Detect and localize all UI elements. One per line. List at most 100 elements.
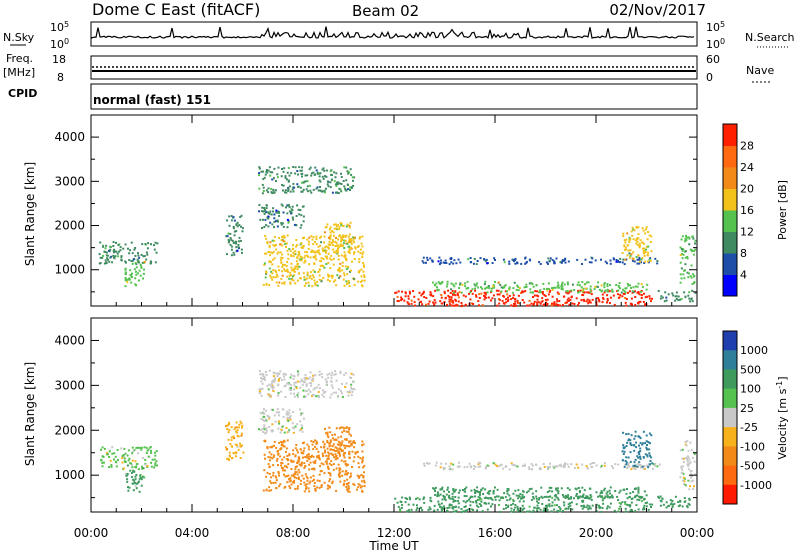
colorbar-tick-label: 16 — [740, 204, 754, 217]
data-region — [679, 234, 697, 285]
nsky-trace — [91, 26, 695, 40]
colorbar-swatch — [723, 274, 737, 297]
data-region — [224, 420, 245, 461]
data-region — [124, 464, 146, 493]
x-tick-label: 00:00 — [680, 526, 715, 540]
data-region — [657, 495, 691, 509]
y-tick-label: 4000 — [54, 130, 85, 144]
y-tick-label: 2000 — [54, 219, 85, 233]
data-region — [621, 226, 653, 263]
colorbar-tick-label: -1000 — [740, 479, 772, 492]
colorbar-swatch — [723, 253, 737, 275]
nsky-label: N.Sky — [3, 31, 35, 44]
data-region — [423, 461, 661, 471]
colorbar-frame — [722, 330, 738, 505]
y-tick-label: 3000 — [54, 174, 85, 188]
freq-label-line2: [MHz] — [3, 66, 35, 79]
data-region — [258, 408, 305, 435]
data-region — [323, 221, 353, 254]
velocity-panel: 1000 2000 3000 4000 00:00 04:00 08:00 12:00 16:0… — [54, 317, 715, 540]
data-region — [432, 486, 648, 500]
x-tick-label: 00:00 — [74, 526, 109, 540]
colorbar-swatch — [723, 407, 737, 428]
colorbar-tick-label: 25 — [740, 402, 754, 415]
station-title: Dome C East (fitACF) — [92, 0, 260, 19]
data-region — [657, 289, 697, 303]
x-tick-label: 04:00 — [175, 526, 210, 540]
nsky-tick-top: 105 — [50, 20, 69, 34]
power-ylabel: Slant Range [km] — [23, 162, 37, 266]
colorbar-swatch — [723, 446, 737, 467]
x-tick-label: 20:00 — [579, 526, 614, 540]
colorbar-swatch — [723, 369, 737, 390]
panel-frame — [90, 317, 698, 513]
beam-title: Beam 02 — [352, 2, 419, 20]
freq-label-line1: Freq. — [6, 52, 33, 65]
velocity-ylabel: Slant Range [km] — [23, 362, 37, 466]
data-region — [124, 261, 146, 288]
nsearch-label: N.Search — [745, 31, 795, 44]
nave-label: Nave — [746, 64, 774, 77]
x-tick-label: 12:00 — [377, 526, 412, 540]
data-region — [258, 166, 356, 195]
cpid-panel — [90, 83, 698, 110]
colorbar-tick-label: 500 — [740, 363, 761, 376]
colorbar-swatch — [723, 145, 737, 168]
velocity-colorbar: 1000 500 100 25 -25 -100 -500 -1000 — [722, 330, 772, 505]
colorbar-tick-label: 4 — [740, 269, 747, 282]
colorbar-swatch — [723, 167, 737, 189]
data-region — [225, 214, 244, 257]
data-region — [258, 369, 356, 399]
colorbar-tick-label: 28 — [740, 140, 754, 153]
data-region — [621, 430, 654, 469]
cpid-value: normal (fast) 151 — [93, 93, 211, 107]
nsky-line — [91, 26, 695, 40]
data-regions — [98, 166, 697, 308]
power-colorbar: 4 8 12 16 20 24 28 — [722, 123, 754, 297]
y-tick-label: 1000 — [54, 468, 85, 482]
colorbar-tick-label: 8 — [740, 247, 747, 260]
nsky-tick-bottom: 100 — [50, 37, 69, 51]
colorbar-swatch — [723, 331, 737, 351]
data-region — [323, 426, 353, 460]
data-regions — [100, 369, 696, 514]
colorbar-swatch — [723, 427, 737, 447]
y-tick-label: 4000 — [54, 333, 85, 347]
data-region — [421, 256, 659, 266]
colorbar-swatch — [723, 188, 737, 211]
nave-tick-top: 60 — [706, 53, 720, 66]
panel-frame — [90, 114, 698, 307]
power-panel: 1000 2000 3000 4000 — [54, 114, 698, 308]
x-tick-label: 16:00 — [478, 526, 513, 540]
x-axis-label: Time UT — [368, 539, 419, 553]
colorbar-tick-label: -100 — [740, 440, 765, 453]
colorbar-swatch — [723, 124, 737, 146]
colorbar-swatch — [723, 484, 737, 505]
y-tick-label: 3000 — [54, 378, 85, 392]
colorbar-tick-label: 20 — [740, 183, 754, 196]
nsky-panel — [90, 21, 698, 47]
freq-tick-top: 18 — [52, 53, 66, 66]
velocity-colorbar-label: Velocity [m s-1] — [775, 376, 789, 459]
data-region — [432, 280, 649, 294]
data-region — [98, 241, 159, 265]
colorbar-swatch — [723, 231, 737, 254]
freq-panel — [90, 55, 698, 80]
colorbar-tick-label: -25 — [740, 421, 758, 434]
freq-tick-bottom: 8 — [57, 71, 64, 84]
nave-tick-bottom: 0 — [706, 71, 713, 84]
nsearch-tick-top: 105 — [706, 20, 725, 34]
data-region — [262, 234, 366, 288]
colorbar-frame — [722, 123, 738, 297]
data-region — [100, 446, 158, 471]
colorbar-tick-label: 100 — [740, 383, 761, 396]
x-tick-label: 08:00 — [276, 526, 311, 540]
colorbar-swatch — [723, 388, 737, 409]
colorbar-swatch — [723, 465, 737, 486]
colorbar-tick-label: 1000 — [740, 344, 768, 357]
colorbar-tick-label: -500 — [740, 460, 765, 473]
power-colorbar-label: Power [dB] — [776, 180, 789, 240]
cpid-label: CPID — [8, 87, 37, 100]
colorbar-swatch — [723, 350, 737, 370]
